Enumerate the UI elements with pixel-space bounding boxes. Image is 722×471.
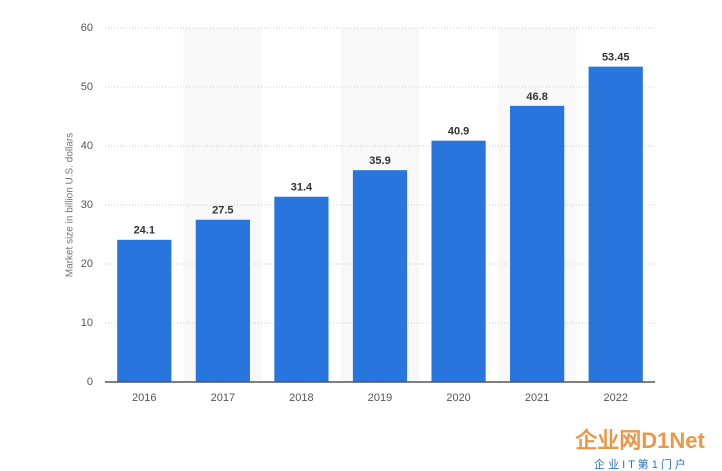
y-tick-label: 30: [81, 199, 93, 211]
value-label: 46.8: [526, 91, 547, 103]
value-label: 53.45: [602, 52, 630, 64]
watermark-slogan: 企 业 I T 第 1 门 户: [594, 457, 686, 471]
y-axis-label: Market size in billion U.S. dollars: [65, 133, 76, 278]
watermark-logo: 企业网D1Net: [574, 428, 705, 453]
x-tick-label: 2020: [446, 392, 470, 404]
y-tick-label: 0: [87, 376, 93, 388]
x-tick-label: 2021: [525, 392, 549, 404]
x-tick-label: 2016: [132, 392, 156, 404]
value-label: 31.4: [291, 182, 313, 194]
y-tick-label: 60: [81, 22, 93, 34]
bar: [352, 170, 408, 382]
y-tick-label: 50: [81, 81, 93, 93]
bar: [274, 196, 329, 382]
bar: [510, 105, 565, 382]
y-tick-label: 40: [81, 140, 93, 152]
bar: [195, 219, 250, 382]
value-label: 35.9: [369, 155, 390, 167]
y-tick-label: 10: [81, 317, 93, 329]
value-label: 40.9: [448, 126, 469, 138]
x-tick-label: 2022: [603, 392, 627, 404]
x-tick-label: 2018: [289, 392, 313, 404]
x-tick-label: 2019: [368, 392, 392, 404]
x-tick-label: 2017: [211, 392, 235, 404]
value-label: 27.5: [212, 205, 233, 217]
bar: [588, 66, 643, 383]
y-tick-label: 20: [81, 258, 93, 270]
value-label: 24.1: [134, 225, 155, 237]
bar: [431, 140, 486, 382]
bar: [117, 239, 172, 382]
